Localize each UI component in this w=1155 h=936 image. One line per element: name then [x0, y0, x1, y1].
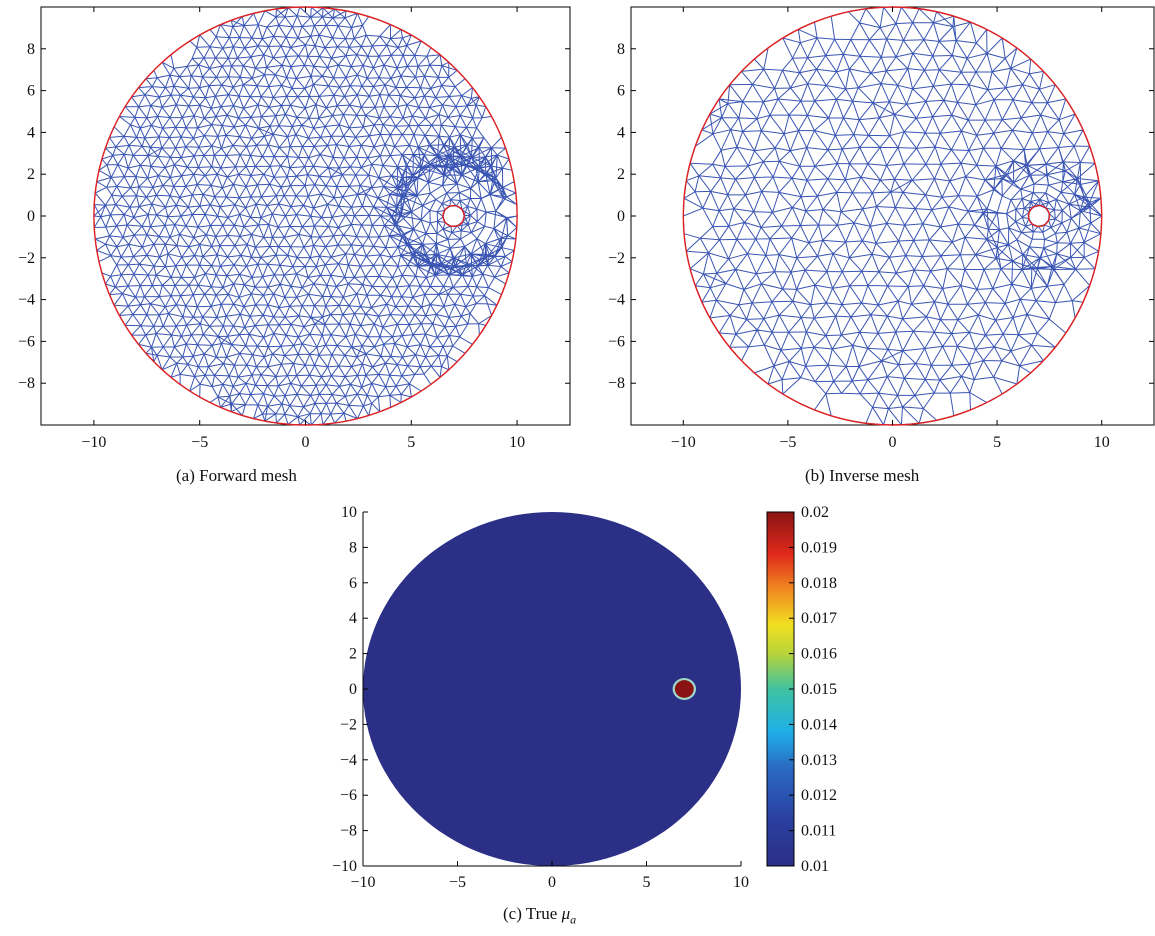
x-tick-label: −5 [449, 874, 466, 891]
inclusion-boundary [1027, 204, 1051, 228]
ticks-forward: −10 −5 0 5 10 −8 −6 −4 −2 0 2 4 6 8 [18, 7, 570, 451]
y-tick-label: −4 [608, 292, 625, 309]
x-tick-label: −10 [671, 434, 696, 451]
caption-true-mua-prefix: (c) True [503, 904, 562, 923]
x-tick-label: −10 [81, 434, 106, 451]
y-tick-label: −2 [18, 250, 35, 267]
panel-forward-mesh: −10 −5 0 5 10 −8 −6 −4 −2 0 2 4 6 8 [18, 6, 571, 451]
panel-inverse-mesh: −10 −5 0 5 10 −8 −6 −4 −2 0 2 4 6 8 [608, 6, 1155, 451]
x-tick-label: −10 [350, 874, 375, 891]
x-tick-label: 10 [509, 434, 525, 451]
caption-true-mua: (c) True μa [503, 904, 576, 927]
y-tick-label: 8 [27, 41, 35, 58]
ticks-inverse: −10 −5 0 5 10 −8 −6 −4 −2 0 2 4 6 8 [608, 7, 1154, 451]
y-tick-label: −2 [608, 250, 625, 267]
y-tick-label: −6 [340, 787, 357, 804]
colorbar-tick-label: 0.014 [801, 716, 837, 733]
y-tick-label: 2 [617, 166, 625, 183]
caption-forward-mesh: (a) Forward mesh [176, 466, 297, 485]
y-tick-label: −4 [340, 752, 357, 769]
colorbar-tick-label: 0.01 [801, 858, 829, 875]
colorbar-tick-label: 0.012 [801, 787, 837, 804]
x-tick-label: −5 [191, 434, 208, 451]
y-tick-label: 6 [617, 83, 625, 100]
y-tick-label: 6 [349, 575, 357, 592]
caption-mu-symbol: μ [561, 904, 571, 923]
colorbar-tick-label: 0.015 [801, 681, 837, 698]
colorbar-tick-label: 0.019 [801, 539, 837, 556]
y-tick-label: 0 [617, 208, 625, 225]
colorbar-tick-label: 0.013 [801, 752, 837, 769]
colorbar: 0.01 0.011 0.012 0.013 0.014 0.015 0.016 0.017 0… [766, 504, 837, 875]
colorbar-tick-label: 0.02 [801, 504, 829, 521]
y-tick-label: −2 [340, 716, 357, 733]
y-tick-label: −6 [608, 333, 625, 350]
x-tick-label: 0 [548, 874, 556, 891]
y-tick-label: 10 [341, 504, 357, 521]
x-tick-label: 5 [407, 434, 415, 451]
background-region [363, 512, 741, 866]
heatmap-true-mua [363, 512, 741, 866]
y-tick-label: 0 [27, 208, 35, 225]
y-tick-label: 2 [27, 166, 35, 183]
y-tick-label: −6 [18, 333, 35, 350]
y-tick-label: −8 [340, 823, 357, 840]
x-tick-label: 10 [1094, 434, 1110, 451]
y-tick-label: −8 [18, 375, 35, 392]
y-tick-label: 2 [349, 646, 357, 663]
y-tick-label: 6 [27, 83, 35, 100]
colorbar-tick-label: 0.017 [801, 610, 837, 627]
y-tick-label: 4 [617, 124, 625, 141]
x-tick-label: 10 [733, 874, 749, 891]
y-tick-label: −10 [332, 858, 357, 875]
x-tick-label: 0 [302, 434, 310, 451]
x-tick-label: 5 [993, 434, 1001, 451]
colorbar-tick-label: 0.018 [801, 575, 837, 592]
x-tick-label: 5 [643, 874, 651, 891]
x-tick-label: −5 [779, 434, 796, 451]
y-tick-label: 4 [349, 610, 357, 627]
colorbar-tick-label: 0.016 [801, 646, 837, 663]
y-tick-label: 8 [349, 539, 357, 556]
colorbar-tick-label: 0.011 [801, 823, 836, 840]
y-tick-label: 0 [349, 681, 357, 698]
x-tick-label: 0 [889, 434, 897, 451]
caption-inverse-mesh: (b) Inverse mesh [805, 466, 920, 485]
y-tick-label: 8 [617, 41, 625, 58]
inclusion-region [674, 680, 694, 698]
caption-mu-subscript: a [570, 912, 577, 927]
mesh-edges [93, 6, 518, 426]
y-tick-label: 4 [27, 124, 35, 141]
y-tick-label: −4 [18, 292, 35, 309]
ticks-true-mua: −10 −5 0 5 10 −10 −8 −6 −4 −2 0 2 4 6 8 10 [332, 504, 749, 891]
inclusion-boundary [442, 204, 465, 228]
y-tick-label: −8 [608, 375, 625, 392]
